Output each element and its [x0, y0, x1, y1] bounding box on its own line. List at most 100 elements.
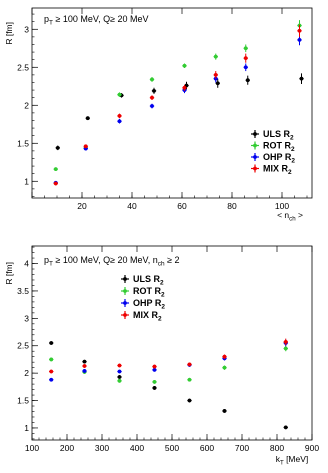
data-point [117, 375, 122, 379]
data-point [152, 386, 157, 390]
data-point [117, 363, 122, 368]
y-tick-label: 3 [24, 24, 29, 34]
data-point [117, 92, 122, 97]
y-tick-label: 1.5 [17, 396, 29, 406]
legend-label: MIX R2 [133, 310, 162, 323]
x-tick-label: 20 [77, 201, 87, 211]
y-tick-label: 3.5 [17, 286, 29, 296]
legend-label: ROT R2 [263, 141, 295, 154]
data-point [182, 85, 187, 90]
data-point [55, 145, 60, 150]
legend-marker-dot [123, 301, 127, 305]
legend-marker-dot [253, 155, 257, 159]
x-tick-label: 60 [177, 201, 187, 211]
data-point [49, 341, 54, 345]
data-point [222, 365, 227, 370]
x-tick-label: 700 [235, 443, 249, 453]
y-tick-label: 2 [24, 100, 29, 110]
data-point [152, 88, 156, 93]
panel-nch: 20 40 60 80 100 1 1.5 2 2.5 3 R [fm] < nch > pT ≥ 10… [4, 7, 313, 222]
data-point [53, 181, 58, 186]
y-axis-label: R [fm] [4, 262, 14, 285]
y-tick-label: 1.5 [17, 138, 29, 148]
series-mix [53, 24, 302, 186]
y-tick-label: 3 [24, 313, 29, 323]
y-tick-label: 2 [24, 368, 29, 378]
x-tick-label: 100 [275, 201, 289, 211]
data-point [187, 398, 192, 403]
data-point [215, 81, 220, 86]
x-tick-label: 200 [60, 443, 74, 453]
data-point [82, 369, 87, 373]
data-point [222, 354, 227, 359]
data-point [187, 362, 192, 367]
data-point [150, 104, 154, 108]
data-point [245, 78, 250, 83]
legend-label: ULS R2 [263, 129, 294, 142]
x-tick-label: 40 [127, 201, 137, 211]
data-point [152, 367, 157, 372]
legend-label: MIX R2 [263, 164, 292, 177]
data-point [243, 56, 248, 61]
data-point [297, 28, 302, 33]
data-point [187, 377, 192, 382]
x-tick-label: 400 [130, 443, 144, 453]
data-point [213, 54, 218, 59]
x-tick-label: 500 [165, 443, 179, 453]
data-point [213, 72, 218, 77]
data-point [283, 340, 288, 344]
data-point [49, 377, 54, 382]
y-tick-label: 2.5 [17, 341, 29, 351]
x-axis-label: < nch > [277, 210, 303, 222]
data-point [85, 116, 90, 121]
legend-marker-dot [123, 289, 127, 293]
panel-kt: 100 200 300 400 500 600 700 800 900 1 1.5 2 2.5 3 3.5 4… [4, 245, 319, 466]
data-point [182, 63, 187, 68]
y-axis-label: R [fm] [4, 22, 14, 45]
data-point [243, 65, 248, 70]
data-point [150, 95, 154, 100]
data-point [82, 364, 87, 368]
data-point [117, 119, 122, 124]
data-point [117, 114, 122, 118]
data-point [83, 144, 88, 149]
x-tick-label: 300 [95, 443, 109, 453]
legend-marker-dot [253, 166, 257, 171]
legend-marker-dot [123, 277, 127, 281]
data-point [49, 357, 54, 362]
data-point [297, 38, 302, 42]
legend-label: OHP R2 [263, 152, 295, 165]
data-point [49, 369, 54, 374]
series-mix [49, 338, 288, 374]
legend-marker-dot [253, 132, 257, 136]
y-tick-label: 1 [24, 423, 29, 433]
kinematic-cuts-label: pT ≥ 100 MeV, Q≥ 20 MeV, nch ≥ 2 [44, 255, 180, 268]
data-point [82, 359, 87, 364]
x-tick-label: 100 [25, 443, 39, 453]
data-point [53, 167, 58, 172]
y-tick-label: 4 [24, 259, 29, 269]
y-tick-label: 1 [24, 176, 29, 186]
data-point [150, 77, 154, 82]
data-point [152, 364, 157, 369]
y-tick-label: 2.5 [17, 62, 29, 72]
x-tick-label: 900 [305, 443, 319, 453]
legend-label: OHP R2 [133, 298, 165, 311]
kinematic-cuts-label: pT ≥ 100 MeV, Q≥ 20 MeV [44, 14, 149, 27]
data-point [117, 369, 122, 374]
data-point [283, 425, 288, 430]
x-tick-label: 600 [200, 443, 214, 453]
legend-label: ULS R2 [133, 274, 164, 287]
data-point [117, 378, 122, 383]
data-point [283, 346, 288, 351]
legend-label: ROT R2 [133, 286, 165, 299]
plot-frame [31, 7, 313, 199]
data-point [243, 46, 248, 51]
x-tick-label: 80 [227, 201, 237, 211]
x-tick-label: 800 [270, 443, 284, 453]
data-point [299, 76, 304, 81]
series-uls [49, 341, 288, 430]
